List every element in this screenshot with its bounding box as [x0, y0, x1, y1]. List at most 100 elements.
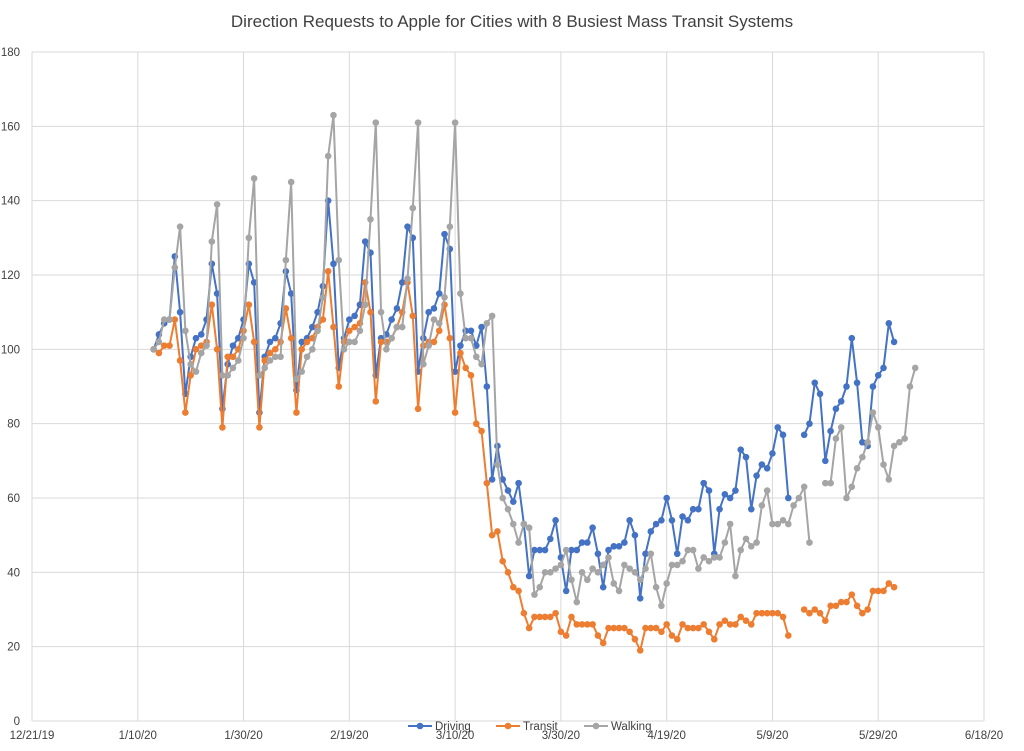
data-point-walking	[832, 435, 840, 442]
data-point-transit	[435, 327, 443, 335]
data-point-walking	[663, 580, 670, 587]
data-point-driving	[758, 461, 766, 468]
x-tick-label: 5/29/20	[859, 730, 897, 742]
data-point-transit	[853, 602, 861, 610]
data-point-walking	[409, 204, 417, 212]
data-point-walking	[478, 360, 485, 368]
data-point-walking	[314, 327, 321, 335]
data-point-transit	[869, 587, 877, 595]
data-point-transit	[409, 312, 417, 320]
data-point-driving	[615, 543, 623, 550]
data-point-walking	[441, 294, 448, 301]
data-point-driving	[859, 438, 866, 446]
data-point-walking	[330, 111, 337, 119]
data-point-walking	[652, 583, 660, 591]
data-point-walking	[393, 323, 401, 331]
data-point-driving	[869, 383, 877, 390]
data-point-driving	[584, 539, 591, 546]
data-point-transit	[890, 583, 898, 591]
data-point-driving	[890, 338, 898, 346]
data-point-walking	[890, 442, 898, 450]
data-point-walking	[753, 539, 760, 546]
data-point-walking	[160, 316, 168, 323]
data-point-transit	[531, 613, 538, 621]
data-point-transit	[652, 624, 660, 632]
data-point-walking	[642, 565, 649, 572]
legend-swatch-marker	[504, 722, 512, 730]
data-point-transit	[721, 617, 729, 624]
data-point-transit	[774, 609, 782, 617]
data-point-driving	[351, 312, 358, 320]
data-point-driving	[547, 535, 554, 543]
data-point-driving	[234, 334, 242, 342]
data-point-walking	[859, 453, 866, 461]
data-point-driving	[562, 587, 570, 595]
data-point-driving	[457, 342, 464, 349]
data-point-driving	[568, 546, 575, 554]
data-point-transit	[309, 334, 316, 342]
data-point-transit	[229, 353, 237, 361]
data-point-transit	[346, 327, 353, 335]
y-axis: 0 20 40 60 80 100 120 140 160 180	[1, 47, 20, 728]
data-point-driving	[213, 290, 221, 297]
data-point-walking	[705, 557, 713, 565]
data-point-driving	[874, 372, 882, 379]
data-point-driving	[716, 505, 723, 513]
data-point-transit	[494, 528, 501, 535]
data-point-walking	[277, 353, 284, 361]
data-point-driving	[785, 494, 792, 502]
data-point-transit	[520, 609, 528, 617]
data-point-driving	[361, 238, 369, 245]
data-point-transit	[472, 420, 480, 427]
data-point-driving	[192, 334, 200, 342]
data-point-walking	[843, 494, 850, 502]
data-point-walking	[536, 583, 544, 591]
data-point-driving	[472, 342, 480, 349]
data-point-transit	[737, 613, 745, 621]
data-point-transit	[716, 621, 723, 628]
data-point-walking	[869, 409, 877, 416]
data-point-walking	[499, 494, 507, 502]
data-point-driving	[853, 379, 861, 387]
data-point-driving	[287, 290, 295, 297]
series-walking	[150, 111, 919, 610]
x-tick-label: 1/30/20	[224, 730, 262, 742]
data-point-transit	[880, 587, 887, 595]
data-point-driving	[330, 260, 337, 268]
data-point-driving	[499, 476, 507, 483]
data-point-transit	[589, 621, 596, 628]
data-point-walking	[404, 275, 411, 283]
data-point-transit	[668, 632, 676, 639]
data-point-driving	[589, 524, 596, 532]
data-point-transit	[843, 598, 850, 606]
data-point-driving	[647, 528, 655, 535]
data-point-walking	[578, 569, 586, 576]
data-point-transit	[287, 334, 295, 342]
data-point-driving	[309, 323, 316, 331]
data-point-driving	[658, 517, 665, 524]
x-tick-label: 4/19/20	[647, 730, 685, 742]
data-point-walking	[192, 368, 200, 375]
data-point-walking	[520, 520, 528, 528]
data-point-driving	[435, 290, 443, 297]
data-point-driving	[478, 323, 485, 331]
data-point-driving	[695, 505, 702, 513]
data-point-transit	[663, 621, 670, 628]
data-point-transit	[800, 606, 808, 613]
data-point-walking	[420, 360, 427, 368]
data-point-walking	[335, 256, 343, 264]
data-point-walking	[684, 546, 692, 554]
data-point-walking	[573, 598, 581, 606]
data-point-driving	[504, 487, 512, 494]
data-point-transit	[155, 349, 163, 357]
data-point-transit	[832, 602, 840, 610]
data-point-transit	[822, 617, 829, 624]
data-point-walking	[367, 215, 374, 223]
data-point-transit	[166, 342, 173, 349]
data-point-walking	[245, 234, 253, 242]
data-point-transit	[256, 424, 263, 431]
y-tick-label: 20	[7, 642, 20, 654]
data-point-walking	[282, 256, 290, 264]
data-point-walking	[615, 587, 623, 595]
data-point-driving	[763, 464, 771, 472]
